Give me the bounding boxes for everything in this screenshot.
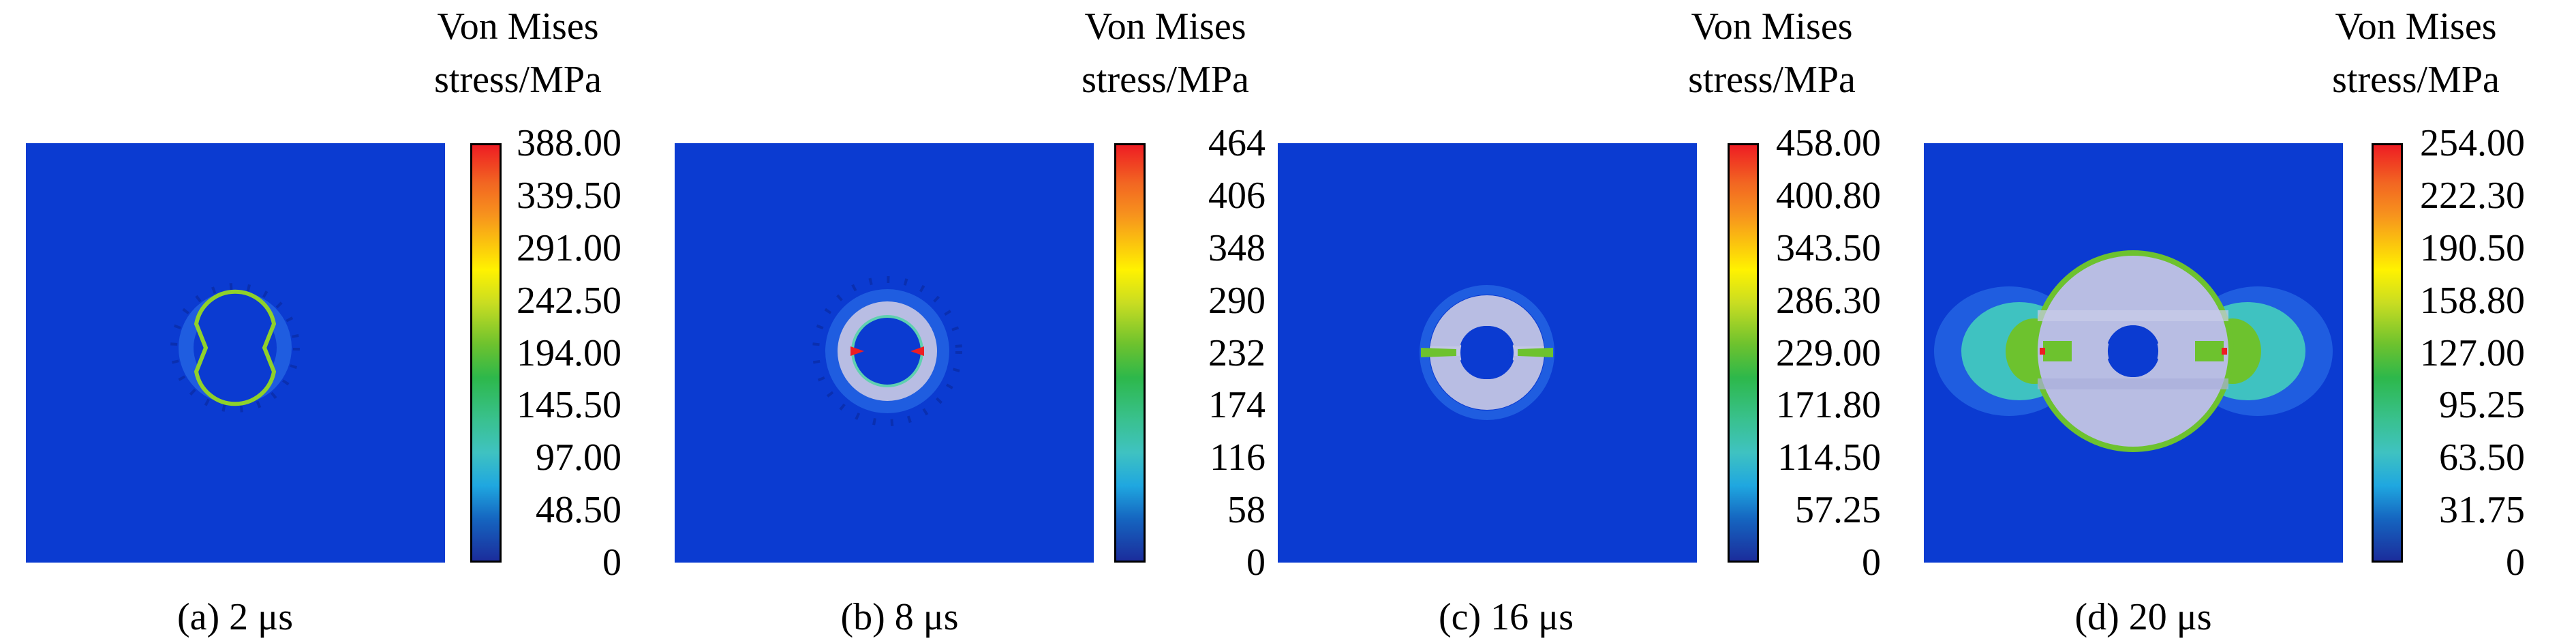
colorbar-title-line1: Von Mises xyxy=(1084,5,1246,48)
colorbar-title-line2: stress/MPa xyxy=(2332,59,2500,101)
colorbar-tick-label: 57.25 xyxy=(1795,489,1881,532)
colorbar-tick-label: 95.25 xyxy=(2439,384,2525,427)
colorbar-tick-label: 58 xyxy=(1227,489,1266,532)
colorbar-tick-label: 31.75 xyxy=(2439,489,2525,532)
colorbar-tick-label: 348 xyxy=(1208,226,1266,269)
panel-caption: (b) 8 μs xyxy=(840,596,959,638)
colorbar-tick-label: 290 xyxy=(1208,279,1266,322)
colorbar-tick-label: 127.00 xyxy=(2420,331,2525,374)
colorbar-title: Von Mises stress/MPa xyxy=(1053,0,1278,106)
colorbar-tick-label: 114.50 xyxy=(1777,436,1881,479)
colorbar-title-line1: Von Mises xyxy=(1691,5,1853,48)
colorbar-tick-label: 48.50 xyxy=(536,489,622,532)
stress-contour-plot xyxy=(675,143,1094,563)
colorbar-tick-label: 222.30 xyxy=(2420,174,2525,217)
colorbar-ticks: 254.00 222.30 190.50 158.80 127.00 95.25… xyxy=(2420,124,2525,582)
colorbar-title-line2: stress/MPa xyxy=(434,59,602,101)
stress-contour-plot xyxy=(1924,143,2343,563)
panel-caption: (a) 2 μs xyxy=(177,596,293,638)
colorbar-ticks: 388.00 339.50 291.00 242.50 194.00 145.5… xyxy=(517,124,622,582)
colorbar-tick-label: 464 xyxy=(1208,122,1266,164)
colorbar-title: Von Mises stress/MPa xyxy=(405,0,630,106)
panel-caption: (c) 16 μs xyxy=(1439,596,1574,638)
panel-caption: (d) 20 μs xyxy=(2074,596,2212,638)
colorbar-ticks: 458.00 400.80 343.50 286.30 229.00 171.8… xyxy=(1776,124,1881,582)
colorbar-tick-label: 254.00 xyxy=(2420,122,2525,164)
colorbar-tick-label: 291.00 xyxy=(517,226,622,269)
colorbar-tick-label: 174 xyxy=(1208,384,1266,427)
colorbar-title-line1: Von Mises xyxy=(437,5,599,48)
colorbar-tick-label: 63.50 xyxy=(2439,436,2525,479)
colorbar-tick-label: 97.00 xyxy=(536,436,622,479)
colorbar-tick-label: 145.50 xyxy=(517,384,622,427)
colorbar-title: Von Mises stress/MPa xyxy=(1659,0,1884,106)
colorbar xyxy=(1114,143,1146,563)
stress-contour-plot xyxy=(1278,143,1697,563)
colorbar-tick-label: 194.00 xyxy=(517,331,622,374)
colorbar-tick-label: 158.80 xyxy=(2420,279,2525,322)
colorbar-tick-label: 242.50 xyxy=(517,279,622,322)
colorbar-tick-label: 458.00 xyxy=(1776,122,1881,164)
colorbar-ticks: 464 406 348 290 232 174 116 58 0 xyxy=(1163,124,1266,582)
panel-c: Von Mises stress/MPa 458.00 400.80 343.5… xyxy=(1278,0,1932,641)
colorbar-tick-label: 0 xyxy=(602,541,622,584)
colorbar-tick-label: 0 xyxy=(1862,541,1881,584)
colorbar-tick-label: 229.00 xyxy=(1776,331,1881,374)
colorbar-tick-label: 343.50 xyxy=(1776,226,1881,269)
colorbar-tick-label: 406 xyxy=(1208,174,1266,217)
colorbar-tick-label: 171.80 xyxy=(1776,384,1881,427)
colorbar-tick-label: 0 xyxy=(1246,541,1266,584)
stress-contour-plot xyxy=(26,143,445,563)
colorbar-tick-label: 232 xyxy=(1208,331,1266,374)
colorbar-tick-label: 286.30 xyxy=(1776,279,1881,322)
colorbar-tick-label: 400.80 xyxy=(1776,174,1881,217)
colorbar-title-line1: Von Mises xyxy=(2335,5,2497,48)
panel-b: Von Mises stress/MPa 464 406 348 290 232… xyxy=(644,0,1288,641)
colorbar-title-line2: stress/MPa xyxy=(1082,59,1249,101)
colorbar-tick-label: 0 xyxy=(2506,541,2525,584)
panel-a: Von Mises stress/MPa 388.00 339.50 291.0… xyxy=(0,0,644,641)
colorbar-tick-label: 339.50 xyxy=(517,174,622,217)
colorbar xyxy=(2372,143,2403,563)
colorbar-tick-label: 190.50 xyxy=(2420,226,2525,269)
colorbar-title-line2: stress/MPa xyxy=(1688,59,1856,101)
panel-d: Von Mises stress/MPa 254.00 222.30 190.5… xyxy=(1924,0,2576,641)
colorbar-title: Von Mises stress/MPa xyxy=(2303,0,2528,106)
colorbar-tick-label: 116 xyxy=(1210,436,1266,479)
colorbar-tick-label: 388.00 xyxy=(517,122,622,164)
colorbar xyxy=(470,143,502,563)
colorbar xyxy=(1728,143,1759,563)
